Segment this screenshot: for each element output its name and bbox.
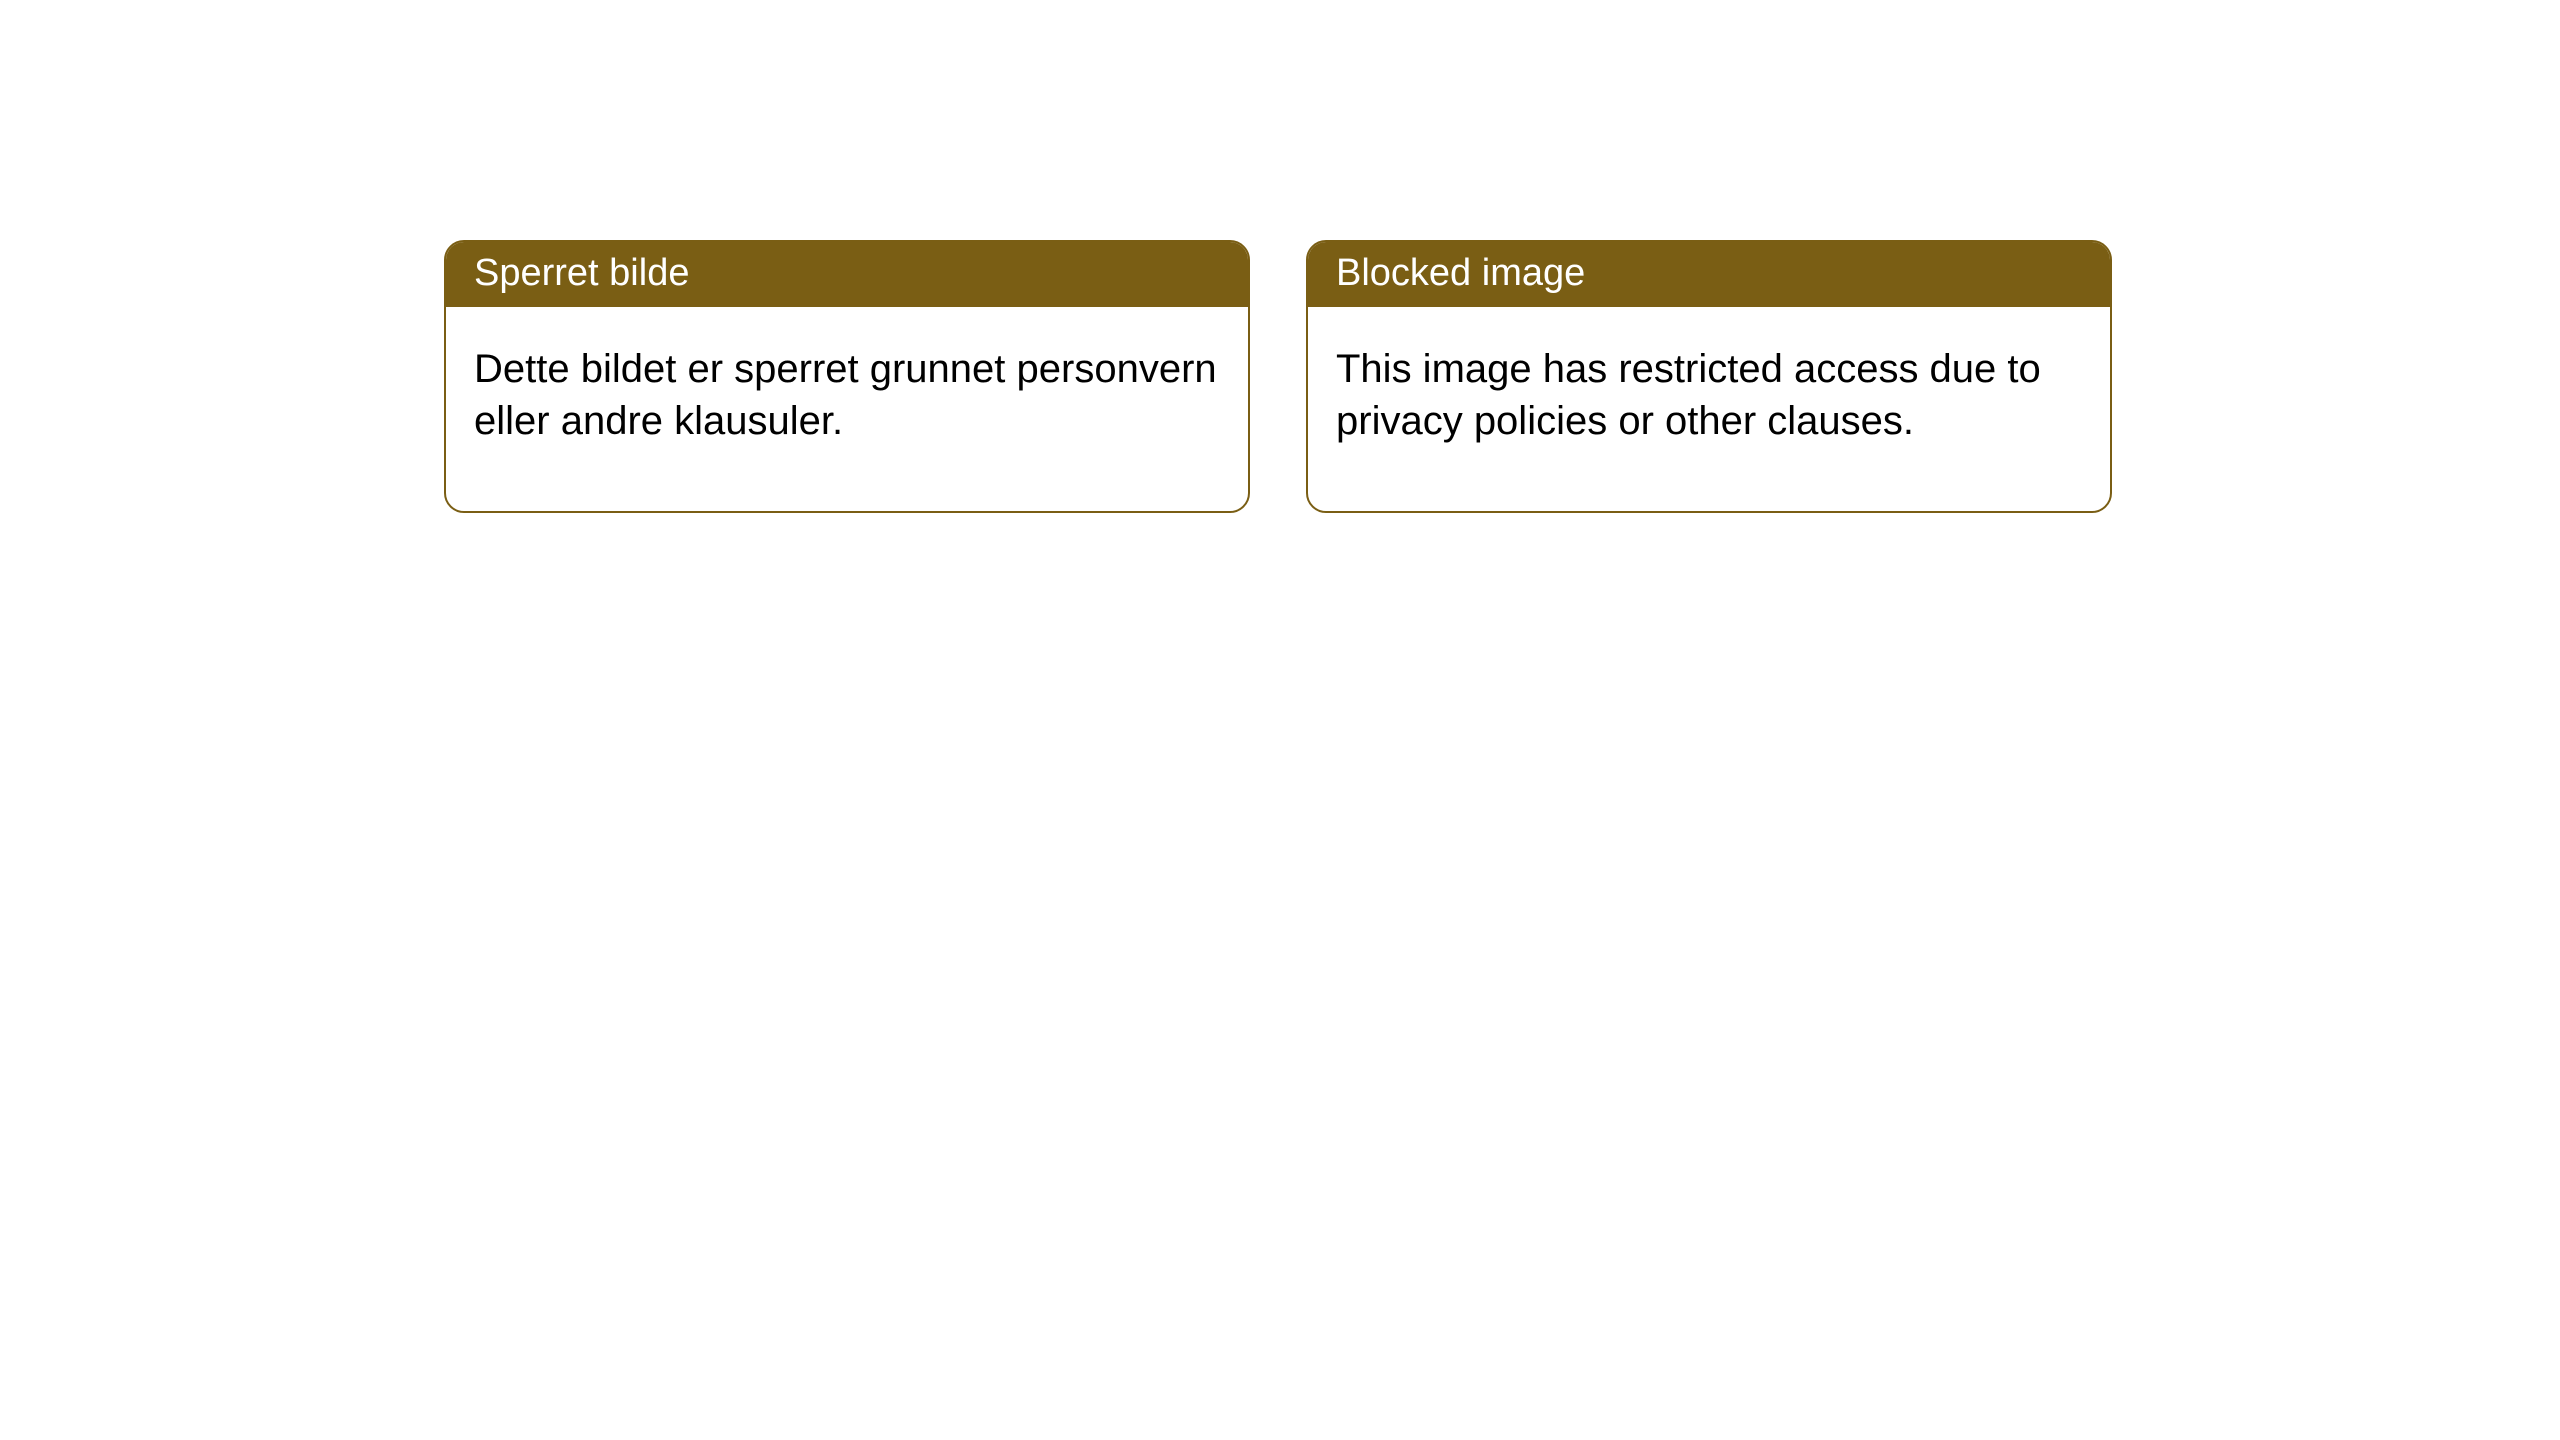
notice-card-header: Sperret bilde bbox=[446, 242, 1248, 307]
notice-card-message: Dette bildet er sperret grunnet personve… bbox=[474, 347, 1217, 443]
notice-card-body: Dette bildet er sperret grunnet personve… bbox=[446, 307, 1248, 511]
notice-card-message: This image has restricted access due to … bbox=[1336, 347, 2041, 443]
notice-card-title: Sperret bilde bbox=[474, 252, 689, 294]
notice-card-title: Blocked image bbox=[1336, 252, 1585, 294]
notice-cards-container: Sperret bilde Dette bildet er sperret gr… bbox=[444, 240, 2112, 513]
notice-card-header: Blocked image bbox=[1308, 242, 2110, 307]
notice-card-norwegian: Sperret bilde Dette bildet er sperret gr… bbox=[444, 240, 1250, 513]
notice-card-body: This image has restricted access due to … bbox=[1308, 307, 2110, 511]
notice-card-english: Blocked image This image has restricted … bbox=[1306, 240, 2112, 513]
